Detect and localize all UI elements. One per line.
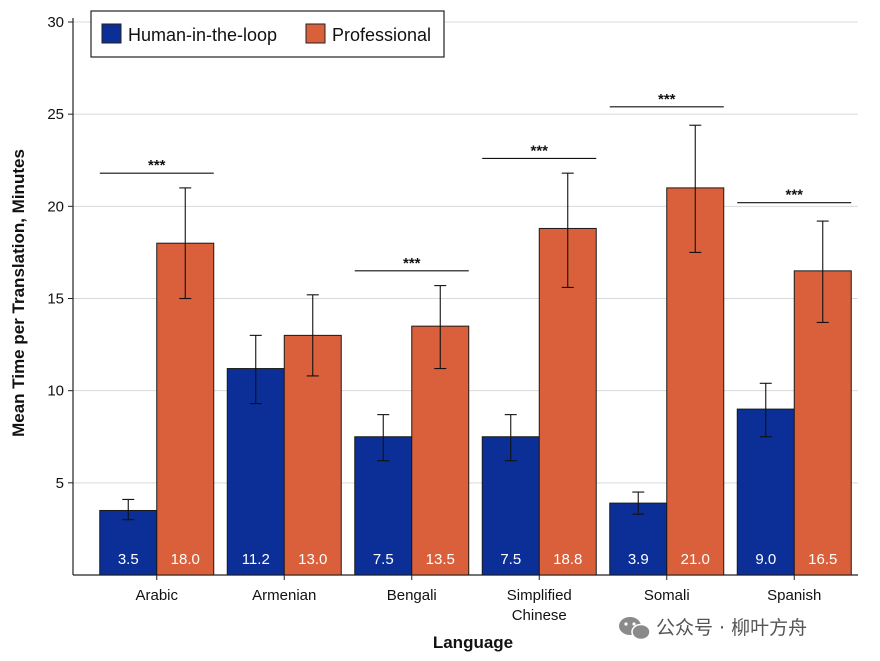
bar-human-in-the-loop-arabic <box>99 509 158 576</box>
y-tick-label-20: 20 <box>47 198 64 215</box>
bar-human-in-the-loop-somali <box>609 502 668 576</box>
data-label-human-in-the-loop-somali: 3.9 <box>628 551 649 568</box>
wechat-icon <box>619 617 651 641</box>
data-label-professional-armenian: 13.0 <box>298 551 327 568</box>
y-tick-label-5: 5 <box>56 475 64 492</box>
legend-label-human-in-the-loop: Human-in-the-loop <box>128 25 277 45</box>
significance-label-simplified-chinese: *** <box>530 142 548 159</box>
significance-label-bengali: *** <box>403 255 421 272</box>
error-bars <box>122 124 829 521</box>
legend-swatch-human-in-the-loop <box>101 23 122 44</box>
legend-label-professional: Professional <box>332 25 431 45</box>
data-label-human-in-the-loop-bengali: 7.5 <box>373 551 394 568</box>
watermark-text: 公众号 · 柳叶方舟 <box>656 617 807 639</box>
x-tick-label-simplified-chinese-line-2: Chinese <box>512 607 567 624</box>
x-tick-label-simplified-chinese-line-1: Simplified <box>507 587 572 604</box>
significance-label-arabic: *** <box>148 157 166 174</box>
significance-label-somali: *** <box>658 91 676 108</box>
bars <box>99 187 852 576</box>
x-tick-label-somali: Somali <box>644 587 690 604</box>
data-label-human-in-the-loop-arabic: 3.5 <box>118 551 139 568</box>
data-label-professional-spanish: 16.5 <box>808 551 837 568</box>
data-label-human-in-the-loop-simplified-chinese: 7.5 <box>500 551 521 568</box>
x-tick-label-armenian: Armenian <box>252 587 316 604</box>
watermark: 公众号 · 柳叶方舟 <box>619 617 807 641</box>
data-label-professional-simplified-chinese: 18.8 <box>553 551 582 568</box>
data-label-professional-somali: 21.0 <box>681 551 710 568</box>
category-labels: Arabic Armenian Bengali Simplified Chinese So… <box>135 587 821 624</box>
y-tick-label-10: 10 <box>47 383 64 400</box>
y-axis-title: Mean Time per Translation, Minutes <box>9 149 28 437</box>
bar-professional-arabic <box>156 242 215 576</box>
x-tick-label-arabic: Arabic <box>135 587 178 604</box>
legend-box <box>90 10 445 58</box>
significance-label-spanish: *** <box>785 187 803 204</box>
x-axis-title: Language <box>433 633 513 652</box>
legend: Human-in-the-loop Professional <box>90 10 445 58</box>
y-tick-label-25: 25 <box>47 106 64 123</box>
y-tick-label-15: 15 <box>47 291 64 308</box>
significance-markers: *** *** *** *** *** <box>99 91 852 272</box>
y-tick-label-30: 30 <box>47 14 64 31</box>
data-label-professional-bengali: 13.5 <box>426 551 455 568</box>
x-tick-label-bengali: Bengali <box>387 587 437 604</box>
data-label-human-in-the-loop-spanish: 9.0 <box>755 551 776 568</box>
x-tick-label-spanish: Spanish <box>767 587 821 604</box>
data-label-human-in-the-loop-armenian: 11.2 <box>242 551 270 568</box>
data-label-professional-arabic: 18.0 <box>171 551 200 568</box>
legend-swatch-professional <box>305 23 326 44</box>
value-labels: 3.5 18.0 11.2 13.0 7.5 13.5 7.5 18.8 3.9 21.0 9.0 1… <box>118 551 838 568</box>
